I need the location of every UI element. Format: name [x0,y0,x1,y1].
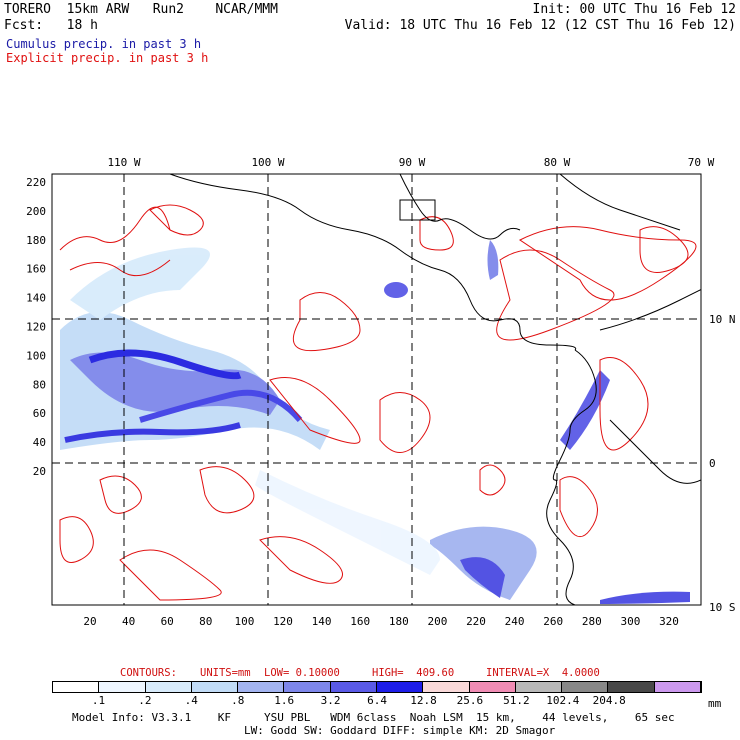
cumulus-precip-shading [60,240,690,604]
contours-interval: INTERVAL=X 4.0000 [486,667,600,679]
colorbar-swatch [654,682,701,692]
x-tick-label: 300 [620,615,640,628]
y-tick-label: 20 [33,465,46,478]
y-tick-label: 200 [26,205,46,218]
x-tick-label: 40 [122,615,135,628]
lon-label-110w: 110 W [107,156,140,169]
lon-label-70w: 70 W [688,156,715,169]
colorbar-swatch [608,682,655,692]
cumulus-streak-2 [64,422,241,443]
cumulus-andes-south [600,591,690,604]
cumulus-streak-3 [139,389,303,423]
coastlines [169,174,701,605]
y-tick-label: 160 [26,263,46,276]
y-tick-label: 220 [26,176,46,189]
y-tick-label: 40 [33,436,46,449]
cumulus-central-america [487,240,499,280]
x-tick-label: 160 [350,615,370,628]
model-info-line2: LW: Godd SW: Goddard DIFF: simple KM: 2D… [244,724,556,737]
graticule [52,174,701,605]
x-tick-label: 120 [273,615,293,628]
colorbar-swatch [284,682,331,692]
x-tick-label: 20 [83,615,96,628]
colorbar-swatch [376,682,424,692]
x-tick-label: 260 [543,615,563,628]
y-tick-label: 60 [33,407,46,420]
model-info-line1: Model Info: V3.3.1 KF YSU PBL WDM 6class… [72,711,675,724]
colorbar-swatch [423,682,470,692]
colorbar-label: 204.8 [592,694,626,707]
x-tick-label: 60 [161,615,174,628]
y-tick-label: 120 [26,321,46,334]
colorbar-swatch [191,682,239,692]
colorbar-label: 6.4 [367,694,387,707]
colorbar-swatch [145,682,192,692]
colorbar-unit: mm [708,697,722,710]
colorbar-label: .2 [138,694,152,707]
x-tick-label: 220 [466,615,486,628]
cumulus-streak-1 [88,349,242,380]
lon-label-90w: 90 W [399,156,426,169]
colorbar-swatch [330,682,377,692]
lon-label-100w: 100 W [251,156,284,169]
colorbar-label: 25.6 [456,694,484,707]
colorbar-swatch [238,682,285,692]
x-tick-label: 240 [505,615,525,628]
init-time: Init: 00 UTC Thu 16 Feb 12 [532,2,737,17]
contours-label: CONTOURS: [120,667,177,679]
top-lon-labels: 110 W 100 W 90 W 80 W 70 W [107,156,714,169]
x-tick-label: 320 [659,615,679,628]
colorbar-label: .8 [231,694,245,707]
right-lat-labels: 10 N 0 10 S [709,313,736,614]
cumulus-band-west-core [70,352,280,415]
x-tick-label: 180 [389,615,409,628]
colorbar-swatch [53,682,100,692]
colorbar-label: .4 [184,694,198,707]
lat-label-0: 0 [709,457,716,470]
cumulus-band-nw [70,247,210,320]
x-tick-label: 280 [582,615,602,628]
colorbar-swatch [515,682,563,692]
contours-units: UNITS=mm [200,667,251,679]
cumulus-light-south [255,470,440,575]
x-tick-label: 200 [427,615,447,628]
cumulus-southeast-core [460,557,505,598]
colorbar-swatch [562,682,609,692]
colorbar-label: 51.2 [503,694,530,707]
colorbar-label: .1 [91,694,106,707]
x-tick-label: 80 [199,615,212,628]
forecast-hour: Fcst: 18 h [4,18,98,33]
colorbar [52,681,702,693]
legend-cumulus: Cumulus precip. in past 3 h [6,37,202,51]
contours-low: LOW= 0.10000 [264,667,340,679]
lat-label-10n: 10 N [709,313,736,326]
lon-label-80w: 80 W [544,156,571,169]
colorbar-swatch [469,682,516,692]
y-tick-label: 140 [26,292,46,305]
contours-high: HIGH= 409.60 [372,667,455,679]
x-tick-label: 100 [234,615,254,628]
y-tick-label: 180 [26,234,46,247]
legend-explicit: Explicit precip. in past 3 h [6,51,209,65]
y-tick-label: 80 [33,378,46,391]
explicit-precip-contours [59,204,697,601]
colorbar-swatch [99,682,146,692]
y-tick-label: 100 [26,349,46,362]
colorbar-label: 102.4 [546,694,580,707]
y-axis-ticks: 220 200 180 160 140 120 100 80 60 40 20 [26,176,46,478]
colorbar-label: 3.2 [320,694,341,707]
model-title: TORERO 15km ARW Run2 NCAR/MMM [4,2,278,17]
x-tick-label: 140 [312,615,332,628]
colorbar-label: 1.6 [274,694,295,707]
cumulus-cell [384,282,408,298]
valid-time: Valid: 18 UTC Thu 16 Feb 12 (12 CST Thu … [344,18,736,33]
x-axis-ticks: 20 40 60 80 100 120 140 160 180 200 220 240 260 280 30… [83,615,679,628]
colorbar-label: 12.8 [410,694,437,707]
lat-label-10s: 10 S [709,601,736,614]
